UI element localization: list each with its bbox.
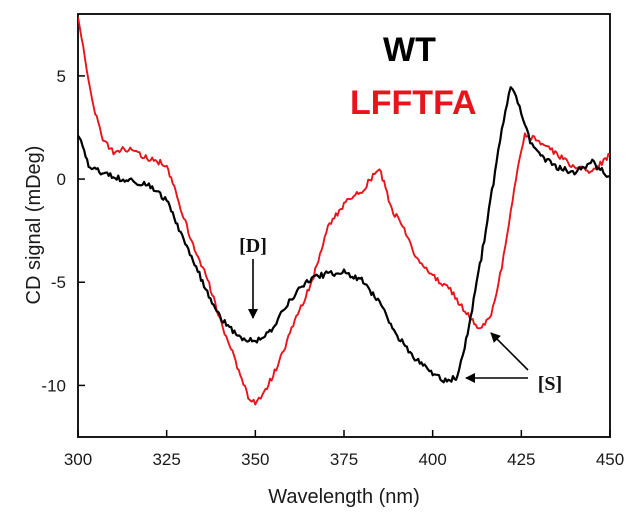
x-tick-label: 400 — [418, 450, 446, 469]
x-tick-label: 375 — [330, 450, 358, 469]
legend-lfftfa-label: LFFTFA — [350, 84, 477, 122]
annotation-s-label: [S] — [538, 373, 562, 395]
wt-series-line — [78, 86, 610, 384]
annotation-d-label: [D] — [239, 235, 267, 257]
annotation-s-arrow-upper — [490, 332, 529, 371]
y-tick-label: 0 — [57, 170, 66, 189]
plot-area — [77, 13, 611, 438]
x-axis-title: Wavelength (nm) — [268, 486, 420, 508]
legend-wt-label: WT — [383, 31, 436, 69]
x-tick-label: 450 — [596, 450, 624, 469]
x-tick-label: 350 — [241, 450, 269, 469]
series-layer — [78, 16, 610, 406]
y-axis-title: CD signal (mDeg) — [23, 146, 45, 305]
lfftfa-series-line — [78, 16, 610, 406]
axis-ticks: 300 325 350 375 400 425 450 5 0 -5 -10 — [41, 67, 624, 469]
annotation-layer: [D] [S] — [239, 235, 562, 395]
x-tick-label: 300 — [64, 450, 92, 469]
y-tick-label: -10 — [41, 376, 66, 395]
x-tick-label: 425 — [507, 450, 535, 469]
y-tick-label: 5 — [57, 67, 66, 86]
x-tick-label: 325 — [152, 450, 180, 469]
y-tick-label: -5 — [51, 273, 66, 292]
